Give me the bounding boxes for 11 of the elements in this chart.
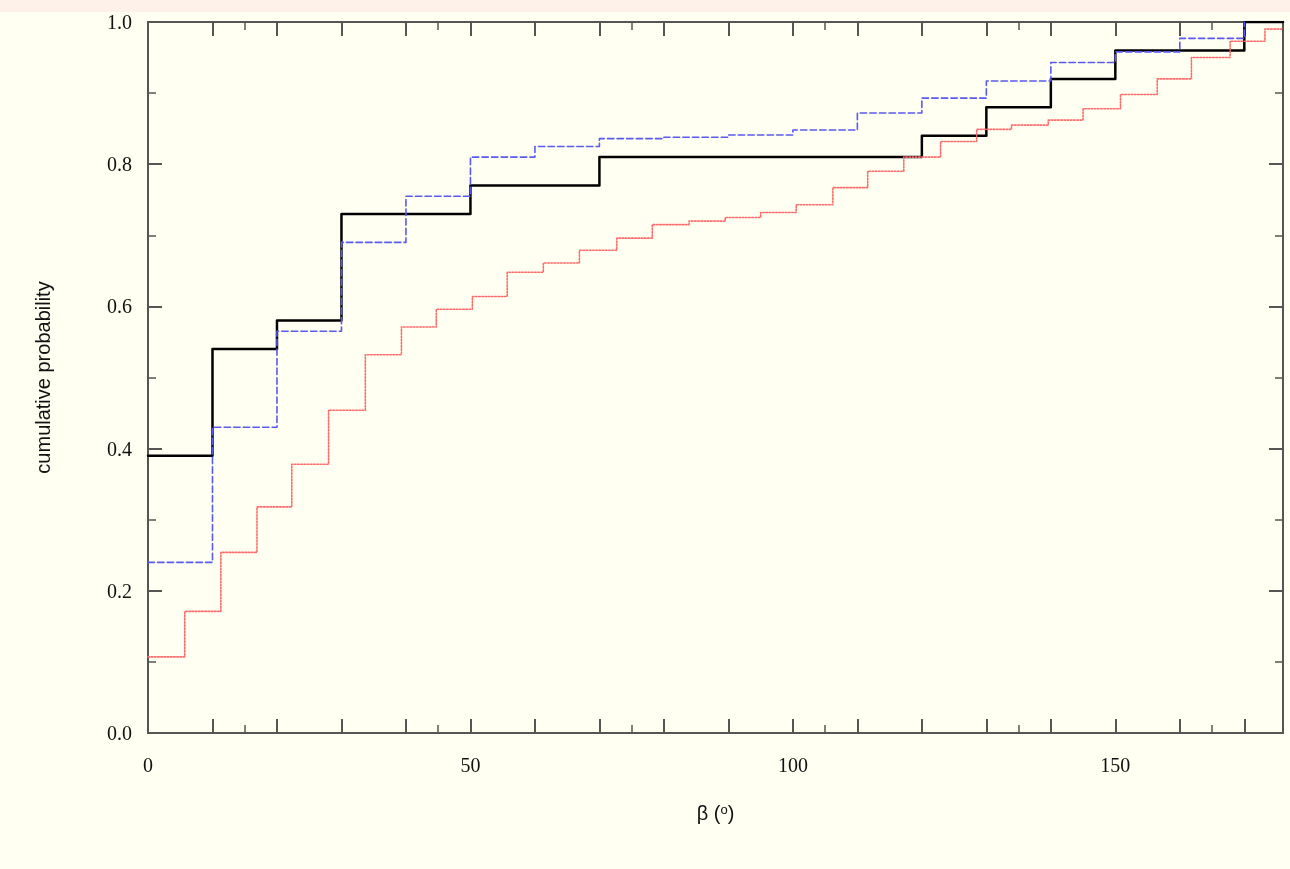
x-tick-label: 150 [1100, 754, 1131, 776]
y-tick-label: 0.2 [107, 579, 132, 602]
y-axis-title: cumulative probability [32, 281, 54, 474]
y-tick-label: 0.6 [107, 295, 132, 318]
x-tick-label: 50 [460, 754, 481, 776]
y-tick-label: 0.4 [107, 437, 132, 460]
y-tick-label: 0.8 [107, 153, 132, 176]
y-tick-label: 1.0 [107, 11, 132, 33]
y-tick-label: 0.0 [107, 722, 132, 744]
x-tick-label: 0 [143, 754, 153, 776]
x-tick-label: 100 [777, 754, 808, 776]
